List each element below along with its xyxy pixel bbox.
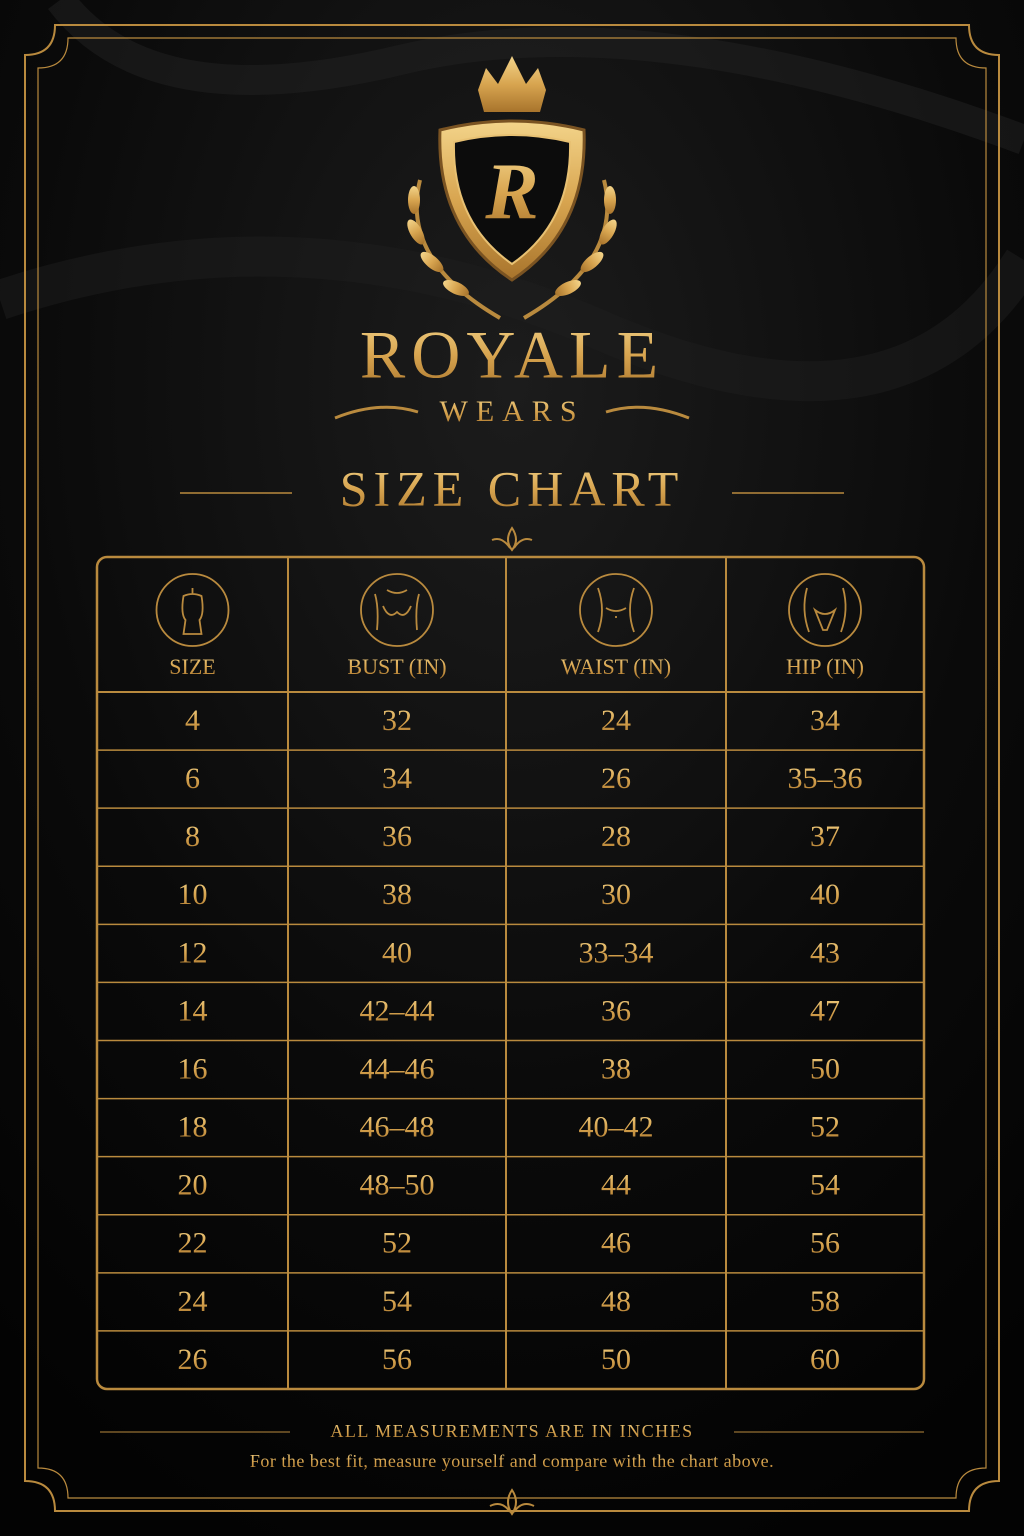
- cell: 54: [382, 1285, 412, 1318]
- cell: 42–44: [360, 994, 435, 1027]
- cell: 50: [810, 1052, 840, 1085]
- header-icon: [374, 589, 420, 631]
- header-icon: [597, 587, 635, 633]
- table-border: [95, 555, 926, 1391]
- cell: 40–42: [579, 1111, 654, 1144]
- column-header: BUST (IN): [347, 654, 446, 679]
- inner-frame: [37, 37, 987, 1499]
- cell: 52: [810, 1111, 840, 1144]
- cell: 24: [178, 1285, 208, 1318]
- silk-fold: [48, 0, 1024, 155]
- cell: 34: [382, 762, 412, 795]
- brand-tagline: WEARS: [440, 395, 585, 428]
- cell: 44: [601, 1169, 631, 1202]
- fleuron: [491, 526, 533, 552]
- cell: 50: [601, 1343, 631, 1376]
- header-icon: [181, 588, 204, 635]
- cell: 32: [382, 704, 412, 737]
- cell: 37: [810, 820, 840, 853]
- cell: 10: [178, 878, 208, 911]
- cell: 20: [178, 1169, 208, 1202]
- title: SIZE CHART: [340, 460, 685, 516]
- cell: 24: [601, 704, 631, 737]
- cell: 33–34: [579, 936, 654, 969]
- column-header: SIZE: [169, 654, 215, 679]
- cell: 43: [810, 936, 840, 969]
- outer-frame: [24, 24, 1000, 1512]
- header-icon-ring: [579, 573, 653, 647]
- cell: 44–46: [360, 1052, 435, 1085]
- cell: 36: [382, 820, 412, 853]
- cell: 46–48: [360, 1111, 435, 1144]
- bottom-fleuron: [489, 1488, 535, 1516]
- cell: 47: [810, 994, 840, 1027]
- header-icon-ring: [360, 573, 434, 647]
- column-header: HIP (IN): [786, 654, 864, 679]
- cell: 58: [810, 1285, 840, 1318]
- cell: 18: [178, 1111, 208, 1144]
- cell: 26: [178, 1343, 208, 1376]
- cell: 34: [810, 704, 840, 737]
- cell: 52: [382, 1227, 412, 1260]
- cell: 28: [601, 820, 631, 853]
- cell: 60: [810, 1343, 840, 1376]
- cell: 30: [601, 878, 631, 911]
- footer-text: For the best fit, measure yourself and c…: [250, 1451, 774, 1471]
- swoosh: [334, 405, 690, 420]
- monogram: R: [484, 148, 538, 236]
- shield-inner: [452, 134, 572, 266]
- cell: 38: [382, 878, 412, 911]
- cell: 4: [185, 704, 200, 737]
- header-icon-ring: [155, 573, 230, 647]
- cell: 56: [382, 1343, 412, 1376]
- cell: 26: [601, 762, 631, 795]
- cell: 36: [601, 994, 631, 1027]
- footer-note: ALL MEASUREMENTS ARE IN INCHES: [330, 1421, 693, 1441]
- cell: 22: [178, 1227, 208, 1260]
- column-header: WAIST (IN): [561, 654, 671, 679]
- cell: 56: [810, 1227, 840, 1260]
- size-table: SIZE BUST (IN) WAIST (IN) HIP (IN)4 32 24 346 3…: [95, 555, 926, 1391]
- silk-fold: [0, 236, 1024, 402]
- cell: 6: [185, 762, 200, 795]
- cell: 40: [382, 936, 412, 969]
- header-icon-ring: [788, 573, 862, 647]
- logo: R: [407, 56, 617, 320]
- cell: 16: [178, 1052, 208, 1085]
- cell: 48–50: [360, 1169, 435, 1202]
- cell: 54: [810, 1169, 840, 1202]
- crown: [478, 56, 546, 112]
- cell: 40: [810, 878, 840, 911]
- cell: 8: [185, 820, 200, 853]
- cell: 12: [178, 936, 208, 969]
- header-icon: [803, 587, 847, 633]
- brand-name: ROYALE: [360, 317, 664, 393]
- cell: 14: [178, 994, 208, 1027]
- cell: 38: [601, 1052, 631, 1085]
- cell: 48: [601, 1285, 631, 1318]
- cell: 35–36: [788, 762, 863, 795]
- laurel-leaves: [407, 186, 617, 297]
- cell: 46: [601, 1227, 631, 1260]
